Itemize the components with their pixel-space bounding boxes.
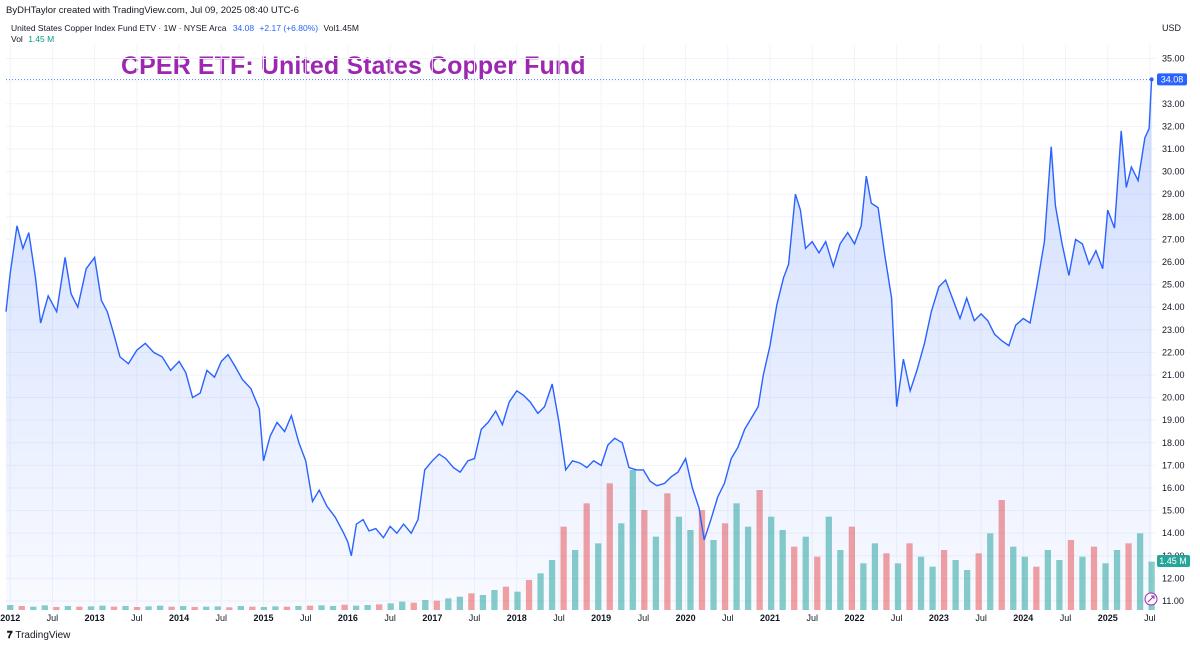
x-tick-label: 2012 (0, 613, 20, 623)
x-tick-label: 2014 (169, 613, 189, 623)
tv-icon: 𝟕 (7, 630, 13, 641)
y-tick-label: 33.00 (1162, 99, 1185, 109)
x-tick-label: 2023 (929, 613, 949, 623)
x-tick-label: Jul (806, 613, 818, 623)
price-change: +2.17 (+6.80%) (259, 23, 319, 33)
last-price: 34.08 (232, 23, 255, 33)
x-tick-label: 2013 (85, 613, 105, 623)
y-tick-label: 23.00 (1162, 325, 1185, 335)
x-tick-label: Jul (975, 613, 987, 623)
y-tick-label: 20.00 (1162, 393, 1185, 403)
y-tick-label: 17.00 (1162, 460, 1185, 470)
x-tick-label: Jul (1144, 613, 1156, 623)
x-tick-label: Jul (469, 613, 481, 623)
volume-inline: Vol1.45M (323, 23, 359, 33)
x-tick-label: Jul (384, 613, 396, 623)
x-tick-label: Jul (47, 613, 59, 623)
x-tick-label: 2017 (422, 613, 442, 623)
x-tick-label: 2015 (253, 613, 273, 623)
currency-label: USD (1162, 23, 1182, 33)
y-tick-label: 22.00 (1162, 347, 1185, 357)
x-tick-label: 2022 (844, 613, 864, 623)
y-tick-label: 21.00 (1162, 370, 1185, 380)
x-tick-label: Jul (1060, 613, 1072, 623)
y-tick-label: 18.00 (1162, 438, 1185, 448)
y-tick-label: 35.00 (1162, 54, 1185, 64)
y-tick-label: 29.00 (1162, 189, 1185, 199)
last-price-dot (1149, 77, 1154, 82)
y-tick-label: 16.00 (1162, 483, 1185, 493)
y-tick-label: 32.00 (1162, 121, 1185, 131)
axis-labels: 34.08 1.45 M (1144, 73, 1190, 606)
x-tick-label: 2018 (507, 613, 527, 623)
y-tick-label: 12.00 (1162, 573, 1185, 583)
y-tick-label: 19.00 (1162, 415, 1185, 425)
x-tick-label: Jul (216, 613, 228, 623)
x-tick-label: 2021 (760, 613, 780, 623)
y-tick-label: 14.00 (1162, 528, 1185, 538)
price-line (5, 79, 1153, 556)
time-axis[interactable]: 2012 Jul 2013 Jul 2014 Jul 2015 Jul 2016 Jul 2017 J… (0, 613, 1155, 623)
x-tick-label: 2020 (676, 613, 696, 623)
symbol-legend: United States Copper Index Fund ETV · 1W… (11, 23, 359, 33)
y-tick-label: 11.00 (1162, 596, 1184, 606)
last-volume-label: 1.45 M (1159, 556, 1187, 566)
chart-title: CPER ETF: United States Copper Fund (121, 52, 586, 80)
auto-scale-icon[interactable] (1144, 592, 1158, 606)
volume-value: 1.45 M (28, 34, 55, 44)
y-tick-label: 24.00 (1162, 302, 1185, 312)
x-tick-label: 2016 (338, 613, 358, 623)
credit-text: ByDHTaylor created with TradingView.com,… (6, 5, 299, 16)
volume-legend: Vol 1.45 M (11, 34, 54, 44)
y-tick-label: 30.00 (1162, 167, 1185, 177)
volume-label: Vol (11, 34, 23, 44)
volume-bar (1148, 561, 1155, 610)
x-tick-label: 2019 (591, 613, 611, 623)
x-tick-label: Jul (553, 613, 565, 623)
x-tick-label: Jul (300, 613, 312, 623)
price-axis[interactable]: 35.0034.0033.0032.0031.0030.0029.0028.00… (1162, 54, 1185, 606)
price-area (6, 79, 1152, 610)
x-tick-label: Jul (638, 613, 650, 623)
x-tick-label: 2025 (1098, 613, 1118, 623)
x-tick-label: Jul (722, 613, 734, 623)
y-tick-label: 28.00 (1162, 212, 1185, 222)
last-volume-label-bg (1157, 555, 1190, 567)
x-tick-label: 2024 (1013, 613, 1033, 623)
symbol-text[interactable]: United States Copper Index Fund ETV · 1W… (11, 23, 227, 33)
brand-text: TradingView (15, 630, 71, 641)
y-tick-label: 25.00 (1162, 280, 1185, 290)
x-tick-label: Jul (131, 613, 143, 623)
x-tick-label: Jul (891, 613, 903, 623)
y-tick-label: 31.00 (1162, 144, 1185, 154)
last-price-label-bg (1157, 73, 1187, 86)
y-tick-label: 26.00 (1162, 257, 1185, 267)
y-tick-label: 27.00 (1162, 234, 1185, 244)
tradingview-logo: 𝟕 TradingView (7, 630, 70, 641)
y-tick-label: 15.00 (1162, 506, 1185, 516)
last-price-label: 34.08 (1161, 74, 1184, 84)
